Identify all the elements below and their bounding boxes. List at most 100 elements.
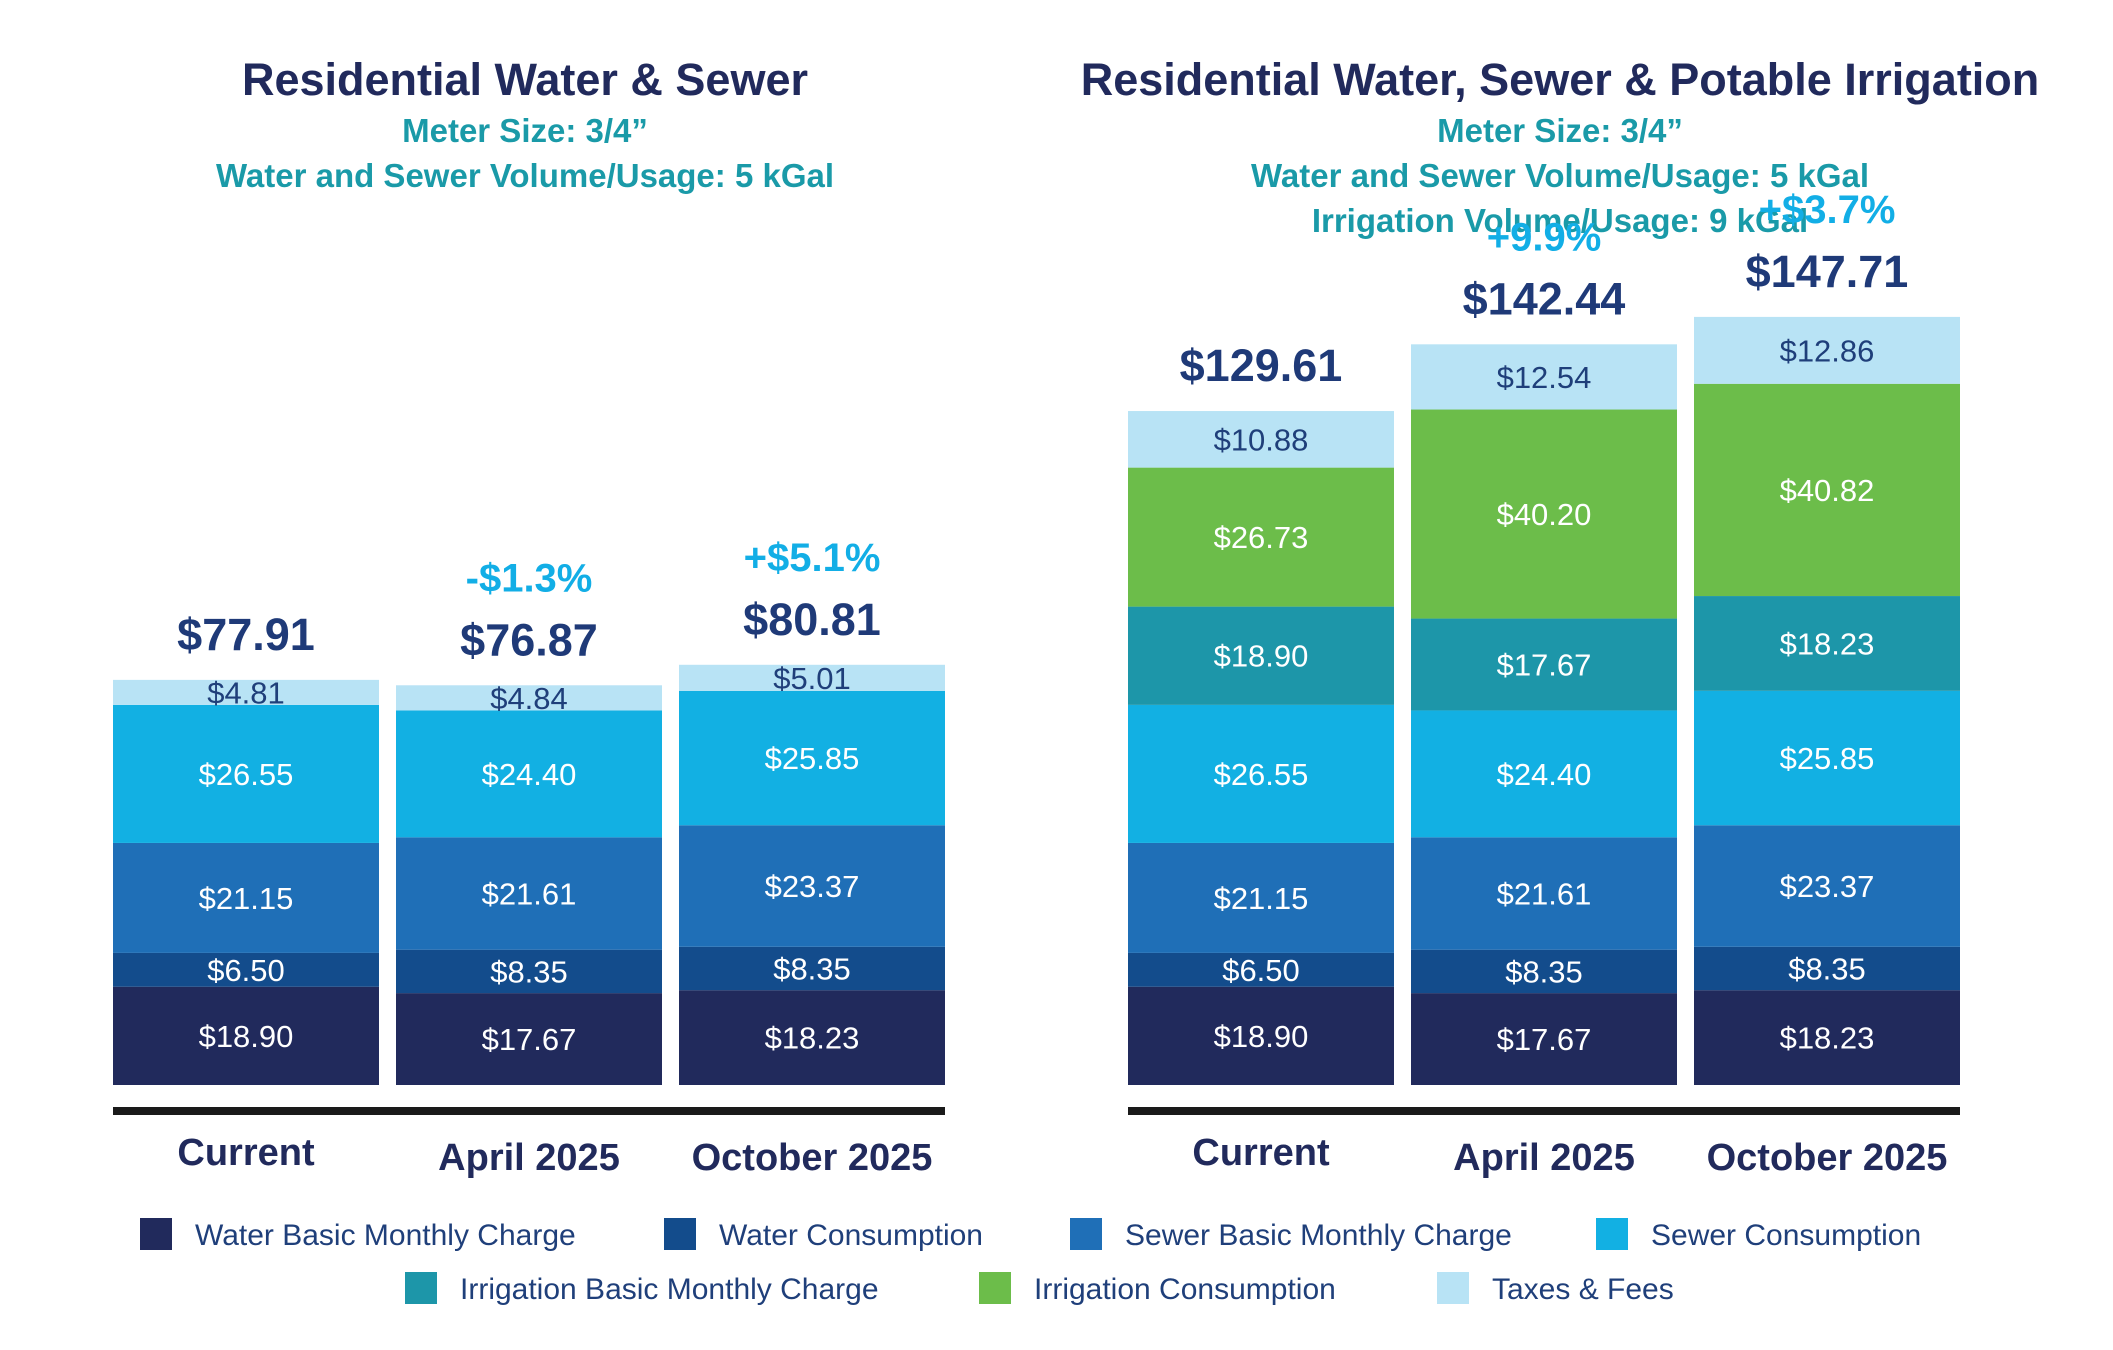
chart-subtitle: Meter Size: 3/4”: [402, 112, 648, 149]
bar-segment-sewer-consumption: [396, 710, 662, 838]
bar-segment-water-consumption: [679, 946, 945, 991]
bar-segment-sewer-consumption: [679, 690, 945, 826]
bar-segment-irrigation-consumption: [1128, 467, 1394, 607]
x-tick-label: April 2025: [1453, 1137, 1635, 1179]
bar-segment-irrigation-consumption: [1411, 409, 1677, 619]
segment-label: $18.90: [1214, 639, 1309, 674]
bar-segment-water-consumption: [113, 952, 379, 987]
chart-subtitle: Meter Size: 3/4”: [1437, 112, 1683, 149]
segment-label: $40.20: [1497, 497, 1592, 532]
segment-label: $24.40: [482, 757, 577, 792]
segment-label: $23.37: [1780, 869, 1875, 904]
x-axis-line: [113, 1107, 945, 1115]
legend-label: Taxes & Fees: [1492, 1273, 1674, 1306]
bar-total-label: $77.91: [177, 609, 315, 660]
segment-label: $8.35: [773, 951, 851, 986]
segment-label: $5.01: [773, 661, 851, 696]
legend-label: Sewer Consumption: [1651, 1219, 1921, 1252]
legend-swatch-sewer-basic-monthly-charge: [1070, 1218, 1102, 1250]
segment-label: $17.67: [1497, 648, 1592, 683]
segment-label: $18.23: [765, 1021, 860, 1056]
segment-label: $18.23: [1780, 1021, 1875, 1056]
segment-label: $26.55: [199, 757, 294, 792]
bar-segment-irrigation-consumption: [1694, 383, 1960, 597]
segment-label: $6.50: [207, 953, 285, 988]
segment-label: $6.50: [1222, 953, 1300, 988]
segment-label: $24.40: [1497, 757, 1592, 792]
segment-label: $18.90: [199, 1019, 294, 1054]
legend-label: Water Basic Monthly Charge: [195, 1219, 576, 1252]
bar-segment-water-consumption: [396, 949, 662, 994]
bar-segment-irrigation-basic-monthly-charge: [1694, 596, 1960, 691]
x-tick-label: April 2025: [438, 1137, 620, 1179]
segment-label: $8.35: [490, 954, 568, 989]
bar-segment-water-basic-monthly-charge: [1128, 986, 1394, 1085]
x-tick-label: October 2025: [1707, 1137, 1948, 1179]
bar-change-label: -$1.3%: [466, 556, 593, 600]
segment-label: $21.15: [199, 881, 294, 916]
segment-label: $21.61: [482, 877, 577, 912]
chart-title: Residential Water & Sewer: [242, 54, 808, 105]
segment-label: $21.61: [1497, 877, 1592, 912]
chart-subtitle: Irrigation Volume/Usage: 9 kGal: [1312, 202, 1808, 239]
segment-label: $17.67: [1497, 1022, 1592, 1057]
legend-swatch-water-consumption: [664, 1218, 696, 1250]
bar-segment-taxes-fees: [1694, 316, 1960, 384]
bar-segment-taxes-fees: [1411, 344, 1677, 410]
segment-label: $18.90: [1214, 1019, 1309, 1054]
bar-change-label: +$5.1%: [744, 536, 881, 580]
bar-segment-water-basic-monthly-charge: [113, 986, 379, 1085]
bar-total-label: $142.44: [1463, 273, 1626, 324]
legend-swatch-water-basic-monthly-charge: [140, 1218, 172, 1250]
legend-label: Sewer Basic Monthly Charge: [1125, 1219, 1512, 1252]
bar-segment-sewer-consumption: [113, 704, 379, 843]
segment-label: $26.73: [1214, 520, 1309, 555]
segment-label: $12.54: [1497, 360, 1592, 395]
bar-change-label: +$3.7%: [1759, 188, 1896, 232]
segment-label: $10.88: [1214, 422, 1309, 457]
x-tick-label: Current: [177, 1132, 315, 1174]
segment-label: $4.84: [490, 681, 568, 716]
segment-label: $18.23: [1780, 626, 1875, 661]
bar-segment-water-consumption: [1694, 946, 1960, 991]
segment-label: $12.86: [1780, 333, 1875, 368]
bar-segment-water-basic-monthly-charge: [679, 990, 945, 1085]
bar-segment-sewer-consumption: [1694, 690, 1960, 826]
chart-title: Residential Water, Sewer & Potable Irrig…: [1081, 54, 2040, 105]
bar-segment-taxes-fees: [1128, 411, 1394, 468]
segment-label: $25.85: [765, 741, 860, 776]
segment-label: $21.15: [1214, 881, 1309, 916]
legend-label: Water Consumption: [719, 1219, 983, 1252]
bar-segment-water-basic-monthly-charge: [1694, 990, 1960, 1085]
segment-label: $25.85: [1780, 741, 1875, 776]
bar-segment-sewer-basic-monthly-charge: [1128, 842, 1394, 953]
chart-subtitle: Water and Sewer Volume/Usage: 5 kGal: [216, 157, 834, 194]
x-tick-label: Current: [1192, 1132, 1330, 1174]
segment-label: $40.82: [1780, 473, 1875, 508]
bar-change-label: +9.9%: [1487, 215, 1602, 259]
bar-total-label: $80.81: [743, 594, 881, 645]
bar-segment-taxes-fees: [113, 679, 379, 705]
bar-segment-taxes-fees: [679, 664, 945, 691]
bar-segment-sewer-basic-monthly-charge: [113, 842, 379, 953]
legend-swatch-irrigation-consumption: [979, 1272, 1011, 1304]
bar-segment-sewer-consumption: [1411, 710, 1677, 838]
legend-label: Irrigation Basic Monthly Charge: [460, 1273, 879, 1306]
segment-label: $26.55: [1214, 757, 1309, 792]
legend-swatch-taxes-fees: [1437, 1272, 1469, 1304]
legend-swatch-sewer-consumption: [1596, 1218, 1628, 1250]
bar-segment-taxes-fees: [396, 685, 662, 711]
bar-segment-sewer-consumption: [1128, 704, 1394, 843]
bar-segment-irrigation-basic-monthly-charge: [1128, 606, 1394, 705]
legend-swatch-irrigation-basic-monthly-charge: [405, 1272, 437, 1304]
bar-total-label: $129.61: [1180, 340, 1343, 391]
segment-label: $8.35: [1505, 954, 1583, 989]
bar-segment-sewer-basic-monthly-charge: [396, 837, 662, 950]
bar-total-label: $147.71: [1746, 246, 1909, 297]
bar-segment-water-basic-monthly-charge: [1411, 993, 1677, 1085]
bar-total-label: $76.87: [460, 614, 598, 665]
x-tick-label: October 2025: [692, 1137, 933, 1179]
bar-segment-irrigation-basic-monthly-charge: [1411, 618, 1677, 711]
legend-label: Irrigation Consumption: [1034, 1273, 1336, 1306]
